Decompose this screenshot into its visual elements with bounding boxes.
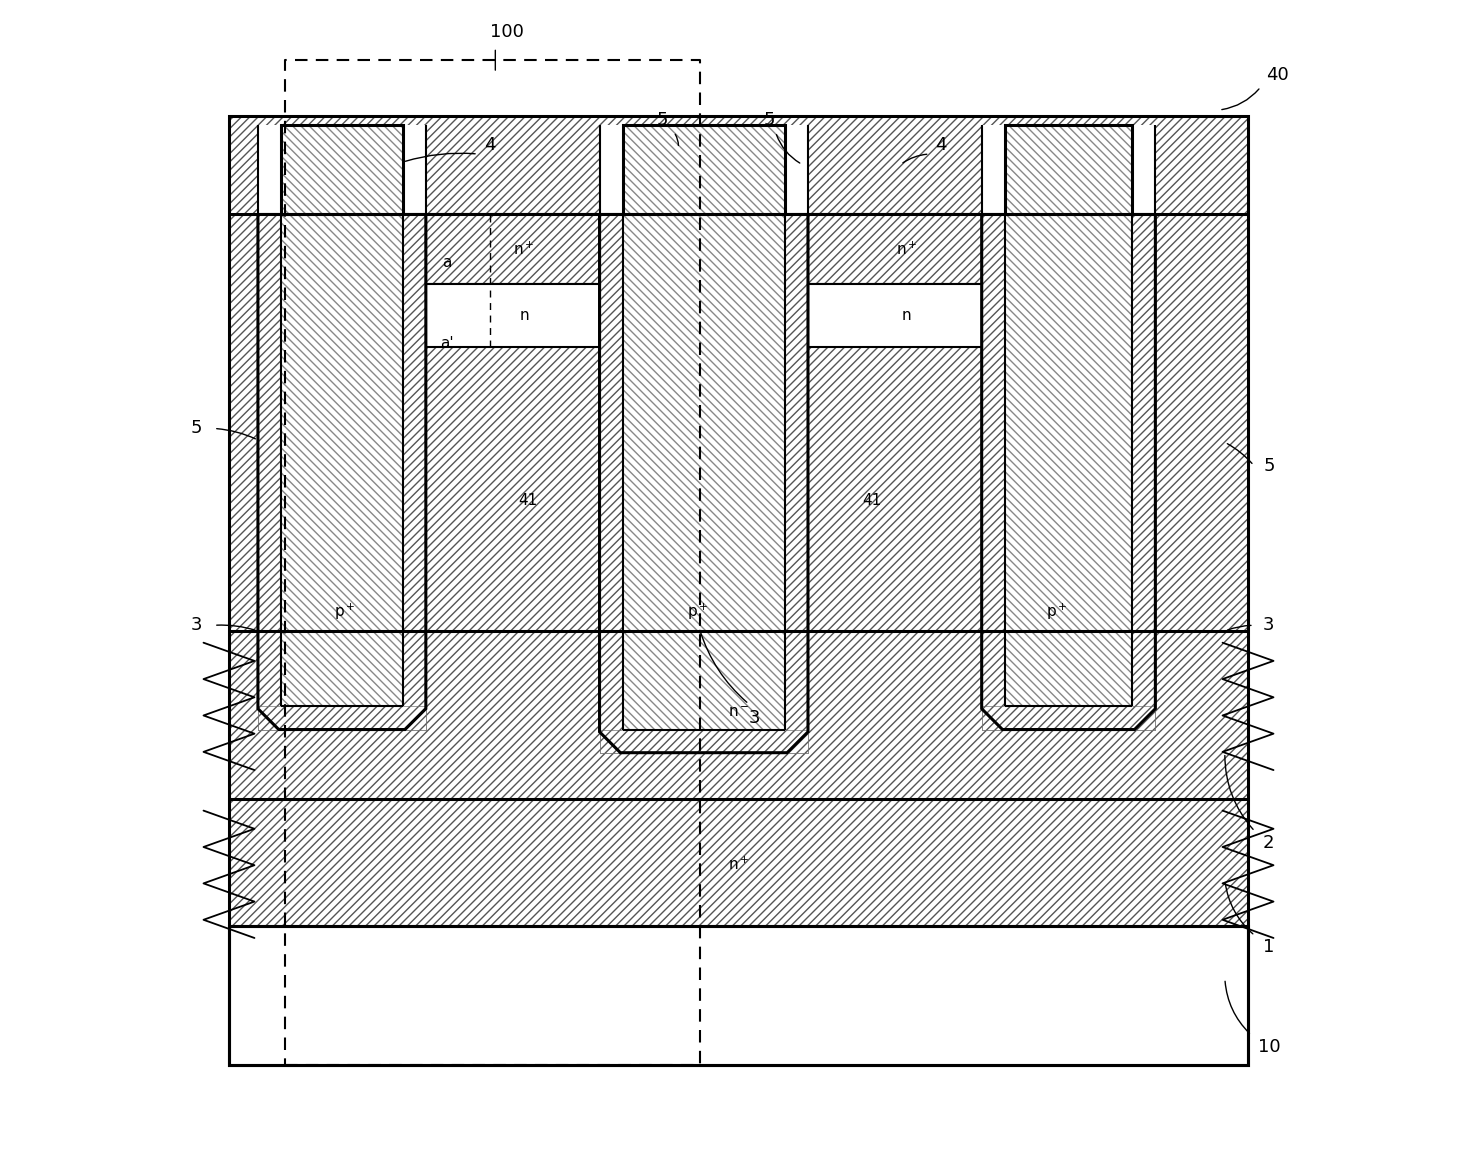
Text: 3: 3 [1263,616,1275,635]
Text: 2: 2 [1263,834,1275,852]
Bar [403,214,425,730]
Bar [229,926,1248,1065]
Bar [784,125,808,214]
Text: 41: 41 [518,493,538,507]
Text: 100: 100 [490,23,524,42]
Bar [808,284,982,347]
Bar [425,214,600,284]
Bar [1133,125,1155,214]
Text: p$^+$: p$^+$ [334,601,356,622]
Bar [403,125,425,214]
Text: 5: 5 [764,111,775,130]
Bar [229,799,1248,926]
Bar [808,214,982,284]
Bar [229,631,1248,799]
Bar [982,706,1155,730]
Text: 3: 3 [191,616,202,635]
Bar [1133,214,1155,730]
Bar [229,214,1248,631]
Bar [258,706,425,730]
Text: 40: 40 [1267,66,1289,85]
Text: p$^+$: p$^+$ [687,601,709,622]
Bar [1004,125,1133,214]
Text: 5: 5 [1263,456,1275,475]
Bar [1004,125,1133,214]
Text: n: n [901,308,911,323]
Bar [808,214,982,284]
Text: n$^+$: n$^+$ [895,241,917,257]
Bar [623,125,784,214]
Text: n$^+$: n$^+$ [514,241,535,257]
Bar [784,214,808,753]
Text: p$^+$: p$^+$ [1046,601,1068,622]
Text: 4: 4 [935,135,947,154]
Bar [982,214,1004,730]
Text: a: a [442,256,452,270]
Text: n: n [520,308,529,323]
Bar [425,214,600,284]
Bar [281,125,403,214]
Text: 5: 5 [656,111,668,130]
Text: 10: 10 [1257,1038,1281,1056]
Bar [982,125,1004,214]
Text: 41: 41 [863,493,882,507]
Bar [281,214,403,706]
Bar [600,730,808,753]
Text: a': a' [440,337,453,351]
Text: n$^-$: n$^-$ [728,705,749,719]
Bar [281,125,403,214]
Bar [229,116,1248,214]
Bar [425,284,600,347]
Bar [600,214,623,753]
Text: 1: 1 [1263,938,1275,957]
Bar [1004,214,1133,706]
Bar [229,116,1248,1065]
Bar [623,214,784,730]
Bar [600,125,623,214]
Text: 3: 3 [749,709,761,727]
Text: 5: 5 [191,419,202,438]
Text: n$^+$: n$^+$ [728,856,749,872]
Text: 4: 4 [484,135,495,154]
Bar [623,125,784,214]
Bar [258,214,281,730]
Bar [258,125,281,214]
